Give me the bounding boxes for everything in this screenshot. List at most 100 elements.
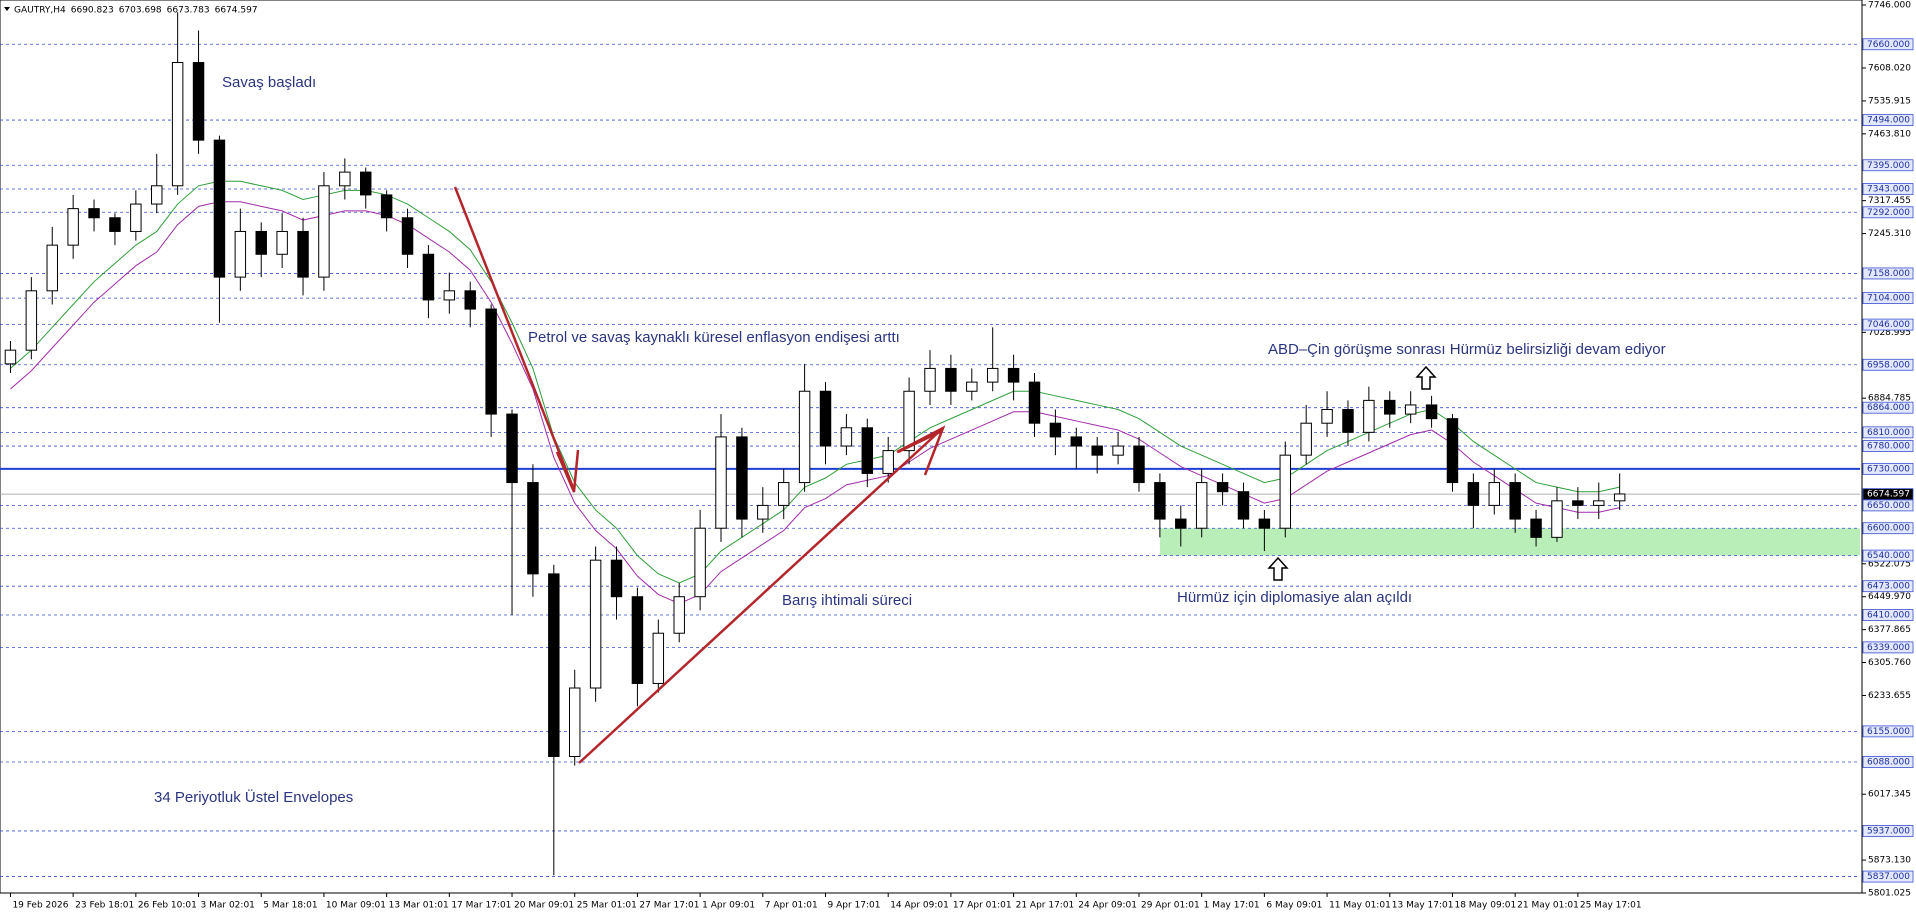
level-box [1862,522,1914,535]
candle-body [234,230,247,278]
level-box [1862,267,1914,280]
candle-body [1613,493,1626,502]
candle-body [924,367,936,392]
candle-body [422,253,435,301]
candle-body [485,308,497,415]
arrow [897,430,941,454]
x-tick-label: 26 Feb 10:01 [138,901,197,911]
candle-body [1425,404,1438,420]
candle-body [318,185,330,278]
candle-body [1133,445,1145,484]
candle-body [192,62,205,141]
candle-body [109,217,121,232]
candle-body [1049,422,1062,438]
level-label: 6473.000 [1867,582,1910,592]
x-tick-label: 29 Apr 01:01 [1141,901,1200,911]
candle-body [673,596,685,634]
candle-body [1363,399,1375,433]
x-tick-label: 27 Mar 17:01 [639,901,699,911]
candle-body [736,436,748,520]
candle-body [903,390,915,452]
key-level-box [1862,462,1914,475]
x-tick-label: 3 Mar 02:01 [201,901,255,911]
level-label: 6864.000 [1867,403,1910,413]
annotation: Savaş başladı [222,74,316,91]
arrow [578,427,944,764]
level-box [1862,358,1914,371]
y-tick-label: 7608.020 [1868,63,1911,73]
x-tick-label: 20 Mar 09:01 [514,901,574,911]
candle-body [986,367,999,383]
level-box [1862,183,1914,195]
candle-body [255,230,267,255]
x-tick-label: 21 Apr 17:01 [1016,901,1075,911]
candle-body [1028,381,1041,424]
x-tick-label: 19 Feb 2026 [12,901,68,911]
y-tick-label: 6233.655 [1868,691,1911,701]
candle-body [1195,482,1208,529]
candle-body [589,559,602,689]
up-arrow [1415,365,1437,390]
y-tick-label: 6522.075 [1868,559,1911,569]
candle-body [1342,409,1354,433]
level-label: 6540.000 [1867,551,1910,561]
x-tick-label: 23 Feb 18:01 [75,901,134,911]
candle-body [1112,445,1124,456]
x-tick-label: 6 May 09:01 [1266,901,1322,911]
candle-body [1237,491,1250,520]
x-tick-label: 25 Mar 01:01 [577,901,637,911]
header-text: 6703.698 [119,6,162,16]
candle-body [46,244,58,292]
level-box [1862,641,1914,654]
candle-body [1404,404,1417,415]
current-price-box [1862,488,1914,501]
candle-body [1007,367,1020,383]
candle-body [464,290,476,310]
candle-body [506,413,518,484]
y-tick-label: 5801.025 [1868,889,1911,899]
level-box [1862,725,1914,738]
x-tick-label: 13 May 17:01 [1392,901,1454,911]
candle-body [840,427,853,447]
level-label: 6410.000 [1867,610,1910,620]
x-tick-label: 1 Apr 09:01 [702,901,755,911]
candle-body [130,203,142,232]
candle-body [945,367,957,392]
candle-body [1384,399,1396,415]
candle-body [67,208,79,246]
level-box [1862,401,1914,414]
support-zone [1159,528,1860,556]
candle-body [548,573,560,757]
annotation: Hürmüz için diplomasiye alan açıldı [1177,589,1412,606]
candle-body [171,62,184,187]
candle-body [1091,445,1103,456]
level-label: 6155.000 [1867,727,1910,737]
level-label: 6958.000 [1867,360,1910,370]
candle-body [4,349,17,365]
level-label: 7158.000 [1867,269,1910,279]
candle-body [151,185,163,205]
x-tick-label: 18 May 09:01 [1454,901,1516,911]
up-arrow [1267,556,1289,581]
level-label: 7494.000 [1867,116,1910,126]
x-tick-label: 11 May 01:01 [1329,901,1391,911]
candle-body [652,632,665,684]
candle-body [757,504,769,520]
level-label: 6339.000 [1867,643,1910,653]
level-label: 5837.000 [1867,872,1910,882]
y-tick-label: 6305.760 [1868,658,1911,668]
candle-body [610,559,623,598]
header-text: GAUTRY,H4 [14,6,66,16]
candle-body [1488,482,1500,506]
envelope-line [10,201,1620,605]
level-label: 6780.000 [1867,442,1910,452]
candle-body [715,436,727,529]
y-tick-label: 6884.785 [1868,394,1911,404]
x-tick-label: 17 Mar 17:01 [451,901,511,911]
candle-body [1593,500,1605,506]
candle-body [1175,518,1187,529]
candle-body [297,230,309,278]
level-label: 7046.000 [1867,320,1910,330]
x-tick-label: 13 Mar 01:01 [389,901,449,911]
